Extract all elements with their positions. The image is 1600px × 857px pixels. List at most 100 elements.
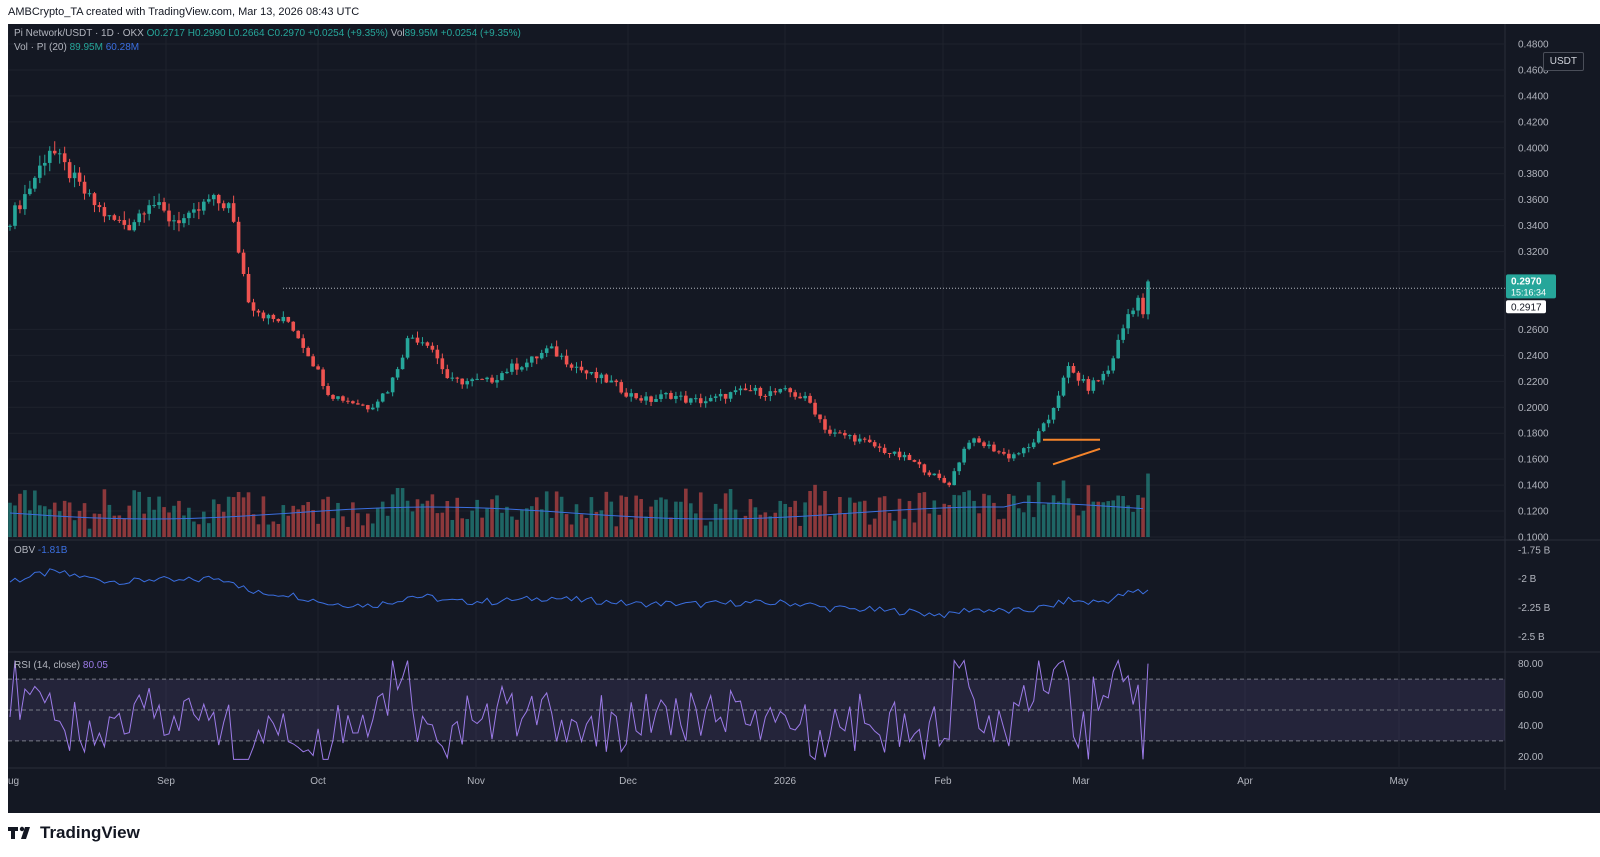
- volume-bar: [639, 499, 643, 537]
- volume-bar: [1086, 485, 1091, 537]
- rsi-line: [9, 659, 1149, 761]
- volume-bar: [1096, 501, 1101, 537]
- candle-body: [957, 462, 961, 472]
- time-axis-label: 2026: [774, 776, 797, 787]
- candle-body: [177, 220, 181, 224]
- volume-ma-line: [9, 501, 1144, 520]
- volume-bar: [529, 506, 534, 537]
- candle-body: [470, 379, 474, 382]
- candle-body: [77, 172, 82, 182]
- volume-bar: [534, 497, 539, 537]
- volume-bar: [599, 510, 604, 537]
- volume-bar: [1101, 502, 1106, 537]
- volume-bar: [867, 524, 872, 537]
- volume-bar: [440, 512, 445, 537]
- candle-body: [62, 153, 67, 163]
- candle-body: [629, 393, 633, 397]
- candle-body: [579, 366, 584, 371]
- candle-body: [788, 388, 793, 393]
- candle-body: [291, 321, 296, 331]
- volume-bar: [857, 501, 862, 537]
- candle-body: [564, 355, 569, 365]
- volume-bar: [286, 515, 291, 537]
- candle-body: [510, 363, 514, 372]
- volume-bar: [410, 511, 415, 537]
- volume-bar: [1126, 505, 1130, 537]
- volume-bar: [1021, 512, 1026, 537]
- volume-bar: [1061, 480, 1066, 537]
- candle-body: [967, 442, 971, 449]
- volume-bar: [127, 505, 132, 537]
- tradingview-logo-icon: [8, 826, 30, 839]
- volume-bar: [962, 491, 966, 537]
- volume-bar: [261, 496, 266, 537]
- candle-body: [584, 370, 589, 374]
- candle-body: [1002, 451, 1006, 454]
- volume-bar: [1111, 500, 1116, 537]
- candle-body: [987, 444, 991, 447]
- volume-bar: [947, 504, 952, 537]
- volume-bar: [520, 509, 524, 537]
- level-price-box: [1506, 300, 1546, 314]
- volume-bar: [689, 503, 693, 537]
- volume-bar: [296, 509, 301, 537]
- volume-bar: [693, 513, 698, 537]
- chart-svg[interactable]: ug Sep Oct Nov Dec 2026 Feb Mar Apr May 0.4800 0.46…: [8, 24, 1600, 813]
- volume-bar: [584, 518, 589, 537]
- volume-bar: [987, 495, 991, 537]
- volume-bar: [291, 505, 296, 537]
- time-axis-label: Sep: [157, 776, 175, 787]
- candle-body: [127, 224, 132, 231]
- volume-bar: [400, 488, 405, 537]
- tradingview-logo[interactable]: TradingView: [8, 823, 140, 843]
- candle-body: [465, 381, 469, 385]
- volume-bar: [102, 489, 107, 537]
- volume-bar: [1116, 495, 1120, 537]
- volume-bar: [887, 512, 892, 537]
- volume-bar: [336, 502, 340, 537]
- candle-body: [1012, 454, 1016, 459]
- symbol-label: Pi Network/USDT · 1D · OKX: [14, 28, 144, 39]
- candle-body: [13, 205, 17, 226]
- volume-bar: [977, 513, 981, 537]
- volume-bar: [1046, 503, 1051, 537]
- candle-body: [1021, 448, 1026, 454]
- volume-bar: [1002, 518, 1006, 537]
- volume-bar: [833, 514, 837, 537]
- candle-body: [952, 471, 956, 486]
- volume-bar: [862, 500, 867, 537]
- volume-bar: [455, 497, 460, 537]
- candle-body: [758, 387, 763, 396]
- volume-bar: [1051, 495, 1056, 537]
- chart-area[interactable]: ug Sep Oct Nov Dec 2026 Feb Mar Apr May 0.4800 0.46…: [8, 24, 1600, 813]
- candle-body: [624, 392, 629, 397]
- price-axis-label: 0.4200: [1518, 117, 1549, 128]
- candle-body: [549, 346, 554, 349]
- candle-body: [331, 394, 335, 399]
- candle-body: [241, 252, 246, 274]
- candle-body: [857, 438, 862, 442]
- volume-bar: [723, 493, 728, 537]
- candle-body: [475, 378, 479, 380]
- volume-bar: [763, 512, 768, 537]
- candle-body: [202, 201, 206, 211]
- candle-body: [385, 392, 390, 394]
- volume-bar: [256, 524, 261, 537]
- candle-body: [286, 316, 291, 322]
- volume-bar: [152, 509, 156, 537]
- currency-badge[interactable]: USDT: [1542, 52, 1584, 71]
- candle-body: [206, 199, 211, 202]
- volume-bar: [72, 520, 77, 537]
- candle-body: [490, 377, 494, 383]
- candle-body: [862, 438, 867, 440]
- rsi-axis-label: 60.00: [1518, 690, 1543, 701]
- candle-body: [47, 150, 52, 163]
- candle-body: [132, 222, 137, 231]
- volume-bar: [316, 523, 320, 537]
- candle-body: [261, 312, 266, 319]
- candle-body: [992, 444, 996, 452]
- candle-body: [1056, 395, 1061, 408]
- volume-bar: [818, 505, 822, 537]
- volume-bar: [992, 502, 996, 537]
- candle-body: [485, 377, 489, 380]
